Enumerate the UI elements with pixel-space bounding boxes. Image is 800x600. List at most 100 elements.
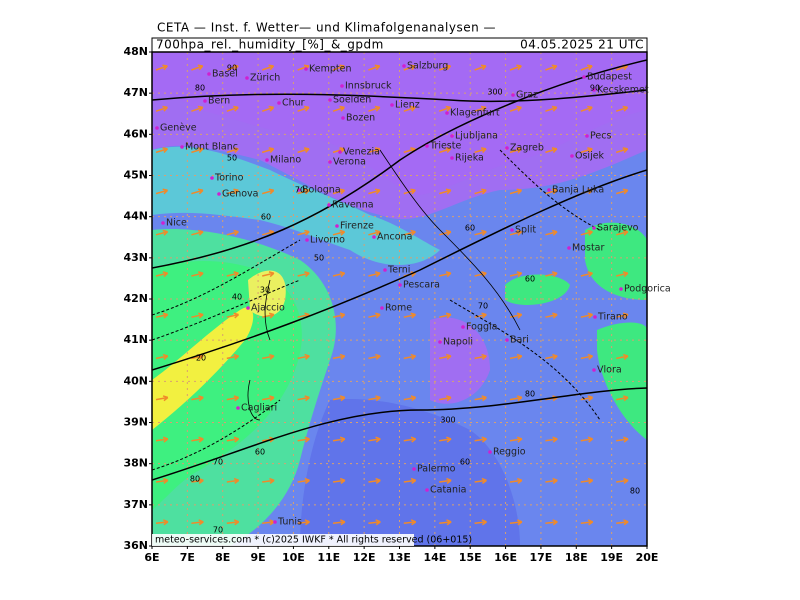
- city-dot: [161, 221, 165, 225]
- wind-arrow: [332, 438, 345, 442]
- contour-label: 60: [460, 458, 470, 467]
- wind-arrow-head: [410, 105, 416, 112]
- header-title: CETA — Inst. f. Wetter— und Klimafolgena…: [157, 21, 496, 35]
- wind-arrow-head: [410, 353, 417, 360]
- wind-arrow: [403, 438, 416, 442]
- wind-arrow: [545, 65, 557, 71]
- wind-arrow-head: [445, 353, 452, 360]
- wind-arrow-head: [198, 312, 204, 319]
- city-dot: [338, 150, 342, 154]
- wind-arrow: [580, 272, 593, 277]
- wind-arrow: [297, 521, 310, 524]
- wind-arrow: [332, 231, 345, 236]
- wind-arrow-head: [233, 105, 239, 112]
- city-dot: [245, 76, 249, 80]
- wind-arrow-head: [268, 312, 275, 319]
- wind-arrow-head: [445, 229, 452, 236]
- wind-arrow-head: [551, 188, 558, 195]
- contour-label: 80: [190, 475, 200, 484]
- footer-box: [152, 534, 414, 546]
- wind-arrow-head: [374, 188, 381, 195]
- wind-arrow: [332, 65, 345, 71]
- wind-arrow: [474, 313, 487, 318]
- lat-label: 38N: [123, 457, 148, 470]
- wind-arrow: [297, 355, 310, 360]
- city-label: Pecs: [590, 131, 611, 142]
- wind-arrow: [297, 313, 310, 318]
- wind-arrow-head: [410, 477, 417, 484]
- lon-label: 19E: [600, 551, 623, 564]
- city-label: Innsbruck: [345, 81, 392, 92]
- wind-arrow-head: [410, 64, 416, 71]
- city-label: Venezia: [343, 147, 380, 158]
- wind-arrow: [509, 189, 522, 195]
- city-label: Torino: [214, 173, 244, 184]
- wind-arrow: [332, 272, 345, 277]
- wind-arrow: [403, 479, 416, 483]
- wind-arrow: [155, 313, 168, 318]
- city-label: Basel: [212, 69, 238, 80]
- wind-arrow: [439, 396, 452, 401]
- city-dot: [450, 134, 454, 138]
- coastline: [247, 149, 521, 421]
- wind-arrow-head: [374, 105, 381, 112]
- city-dot: [592, 88, 596, 92]
- wind-arrow-head: [340, 519, 346, 526]
- wind-arrow-head: [516, 105, 522, 112]
- wind-arrow: [368, 313, 381, 318]
- wind-arrow: [545, 521, 558, 524]
- geopotential-line: [152, 169, 647, 371]
- contour-label: 80: [525, 390, 535, 399]
- wind-arrow: [509, 231, 522, 236]
- wind-arrow-head: [446, 519, 452, 526]
- wind-arrow-head: [339, 477, 346, 484]
- wind-arrow: [509, 355, 522, 360]
- wind-arrow-head: [481, 147, 487, 153]
- wind-arrow: [155, 438, 168, 442]
- field-wettest: [152, 307, 254, 430]
- wind-arrow: [545, 438, 558, 442]
- city-label: Tirano: [597, 312, 628, 323]
- lon-label: 11E: [317, 551, 340, 564]
- wind-arrow-head: [587, 353, 594, 360]
- wind-arrow-head: [410, 229, 416, 236]
- wind-arrow-head: [268, 188, 275, 195]
- wind-arrow: [439, 355, 452, 360]
- contour-label: 40: [232, 293, 242, 302]
- contour-label: 50: [227, 154, 237, 163]
- wind-arrow: [332, 521, 346, 524]
- contour-label: 60: [525, 275, 535, 284]
- wind-arrow-head: [304, 436, 310, 443]
- wind-arrow-head: [162, 395, 169, 402]
- wind-arrow-head: [304, 188, 310, 195]
- wind-arrow-head: [516, 147, 523, 153]
- city-dot: [592, 226, 596, 230]
- wind-arrow-head: [587, 395, 594, 402]
- wind-arrow: [474, 231, 487, 236]
- lon-label: 14E: [423, 551, 446, 564]
- city-dot: [341, 116, 345, 120]
- wind-arrow-head: [622, 353, 629, 360]
- wind-arrow: [474, 396, 487, 401]
- wind-arrow-head: [446, 395, 452, 402]
- lon-label: 20E: [636, 551, 659, 564]
- contour-label: 70: [478, 302, 488, 311]
- city-label: Salzburg: [407, 61, 448, 72]
- city-dot: [592, 368, 596, 372]
- wind-arrow-head: [622, 105, 629, 112]
- wind-arrow-head: [339, 395, 346, 402]
- city-dot: [210, 176, 214, 180]
- wind-arrow: [368, 479, 381, 483]
- wind-arrow-head: [445, 271, 452, 278]
- lon-label: 10E: [282, 551, 305, 564]
- city-dot: [265, 158, 269, 162]
- wind-arrow-head: [587, 477, 594, 484]
- wind-arrow: [297, 65, 310, 71]
- wind-arrow: [297, 189, 310, 195]
- wind-arrow: [438, 65, 451, 71]
- wind-arrow: [368, 521, 381, 524]
- field-dry-inner: [152, 52, 647, 195]
- wind-arrow-head: [233, 271, 239, 278]
- wind-arrow-head: [233, 188, 239, 195]
- contour-label: 300: [440, 416, 455, 425]
